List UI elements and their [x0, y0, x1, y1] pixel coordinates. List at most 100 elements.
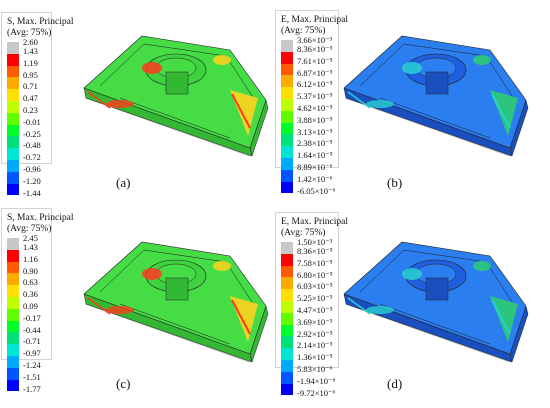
scale-value: 0.47	[23, 93, 38, 104]
scale-band: -0.48	[7, 136, 47, 150]
scale-swatch	[281, 181, 293, 194]
legend-b: E, Max. Principal (Avg: 75%) 3.66×10⁻³ 8.…	[275, 10, 348, 195]
scale-swatch	[281, 277, 293, 290]
scale-value: 1.43	[23, 242, 38, 252]
scale-band: -0.97	[7, 344, 47, 358]
caption-c: (c)	[116, 376, 131, 391]
center-post	[425, 71, 449, 95]
ridge-line	[99, 249, 257, 309]
scale-swatch	[281, 265, 293, 278]
caption-b: (b)	[387, 175, 403, 190]
scale-swatch	[7, 136, 19, 149]
scale-value: -1.51	[23, 371, 41, 382]
scale-band: -0.44	[7, 320, 47, 334]
center-post	[165, 71, 189, 95]
scale-value: -6.05×10⁻⁶	[297, 185, 336, 196]
scale-swatch	[281, 348, 293, 360]
fe-model-d	[343, 241, 529, 363]
scale-swatch	[7, 42, 19, 54]
scale-band: 1.36×10⁻⁵	[281, 348, 334, 362]
scale-band: 0.47	[7, 89, 47, 104]
legend-title: E, Max. Principal	[281, 217, 349, 227]
scale-value: 1.50×10⁻³	[297, 237, 333, 247]
scale-swatch	[7, 344, 19, 356]
scale-value: 6.87×10⁻⁵	[297, 67, 333, 78]
legend-c: S, Max. Principal (Avg: 75%) 2.45 1.43 1.1…	[1, 208, 74, 393]
scale-value: 1.19	[23, 57, 38, 68]
legend-title: S, Max. Principal	[7, 213, 74, 223]
caption-d: (d)	[387, 376, 403, 391]
scale-value: 0.95	[23, 69, 38, 80]
scale-band: 0.63	[7, 273, 47, 288]
scale-value: 0.63	[23, 277, 38, 288]
scale-swatch	[7, 308, 19, 321]
scale-band: 5.83×10⁻⁶	[281, 359, 334, 374]
legend-title: S, Max. Principal	[7, 17, 74, 27]
scale-value: -0.17	[23, 312, 41, 323]
scale-swatch	[7, 159, 19, 172]
scale-swatch	[281, 146, 293, 158]
scale-value: 2.14×10⁻⁵	[297, 340, 333, 351]
hotspot	[402, 268, 422, 280]
scale-value: 0.71	[23, 81, 38, 92]
scale-band: 6.87×10⁻⁵	[281, 63, 334, 78]
scale-band: 2.38×10⁻⁵	[281, 134, 334, 148]
scale-band: 2.45 1.43	[7, 234, 47, 252]
scale-value: 1.42×10⁻⁶	[297, 173, 333, 184]
scale-band: 2.92×10⁻⁵	[281, 324, 334, 339]
center-post	[425, 277, 449, 301]
scale-band: -0.17	[7, 308, 47, 323]
scale-swatch	[281, 63, 293, 76]
scale-value: 2.92×10⁻⁵	[297, 328, 333, 339]
scale-band: -0.96	[7, 159, 47, 173]
scale-value: 8.36×10⁻⁵	[297, 44, 333, 54]
scale-swatch	[7, 112, 19, 125]
scale-band: 2.60 1.43	[7, 38, 47, 56]
scale-value: 5.37×10⁻⁵	[297, 91, 333, 102]
scale-swatch	[7, 367, 19, 380]
scale-swatch	[7, 379, 19, 392]
scale-band: 0.09	[7, 296, 47, 310]
scale-swatch	[7, 273, 19, 286]
legend-subtitle: (Avg: 75%)	[281, 228, 326, 238]
scale-band: 1.19	[7, 53, 47, 68]
scale-value: 3.69×10⁻⁵	[297, 316, 333, 327]
hotspot-line	[491, 93, 511, 129]
scale-swatch	[7, 249, 19, 262]
scale-swatch	[7, 148, 19, 160]
legend-a: S, Max. Principal (Avg: 75%) 2.60 1.43 1.1…	[1, 12, 74, 197]
scale-swatch	[7, 53, 19, 66]
scale-band: -1.24	[7, 355, 47, 369]
scale-value: -1.94×10⁻⁶	[297, 375, 336, 386]
scale-band: -0.72	[7, 148, 47, 162]
scale-band: 7.58×10⁻⁵	[281, 253, 334, 267]
hotspot	[366, 100, 394, 108]
hotspot-line	[491, 299, 511, 335]
scale-value: -0.25	[23, 128, 41, 139]
color-scale: 1.50×10⁻³ 8.36×10⁻⁵ 7.58×10⁻⁵ 6.80×10⁻⁵ 6.03…	[281, 238, 336, 397]
color-scale: 2.60 1.43 1.19 0.95 0.71 0.47 0.23 -0.01 -0.25 -0…	[7, 38, 47, 198]
scale-swatch	[281, 51, 293, 64]
scale-value: 3.66×10⁻³	[297, 35, 333, 45]
scale-band: 4.62×10⁻⁵	[281, 98, 334, 112]
color-scale: 2.45 1.43 1.16 0.90 0.63 0.36 0.09 -0.17 -0.44 -0…	[7, 234, 47, 393]
hotspot	[106, 100, 134, 108]
legend-subtitle: (Avg: 75%)	[281, 26, 326, 36]
scale-band: 1.50×10⁻³ 8.36×10⁻⁵	[281, 238, 334, 256]
scale-band: 1.64×10⁻⁵	[281, 146, 334, 160]
scale-swatch	[7, 65, 19, 78]
scale-swatch	[7, 183, 19, 196]
fe-model-b	[343, 35, 529, 157]
scale-band: 4.47×10⁻⁵	[281, 300, 334, 314]
scale-swatch	[281, 242, 293, 254]
scale-value: 5.83×10⁻⁶	[297, 363, 333, 374]
panel-d: E, Max. Principal (Avg: 75%) 1.50×10⁻³ 8.…	[275, 204, 550, 408]
scale-value: 2.60	[23, 37, 38, 47]
hotspot-line	[347, 91, 371, 109]
scale-band: 1.42×10⁻⁶	[281, 169, 334, 184]
scale-value: -1.44	[23, 187, 41, 198]
scale-band: 3.66×10⁻³ 8.36×10⁻⁵	[281, 36, 334, 54]
hotspot	[473, 55, 491, 65]
scale-swatch	[281, 122, 293, 135]
caption-a: (a)	[116, 175, 131, 190]
